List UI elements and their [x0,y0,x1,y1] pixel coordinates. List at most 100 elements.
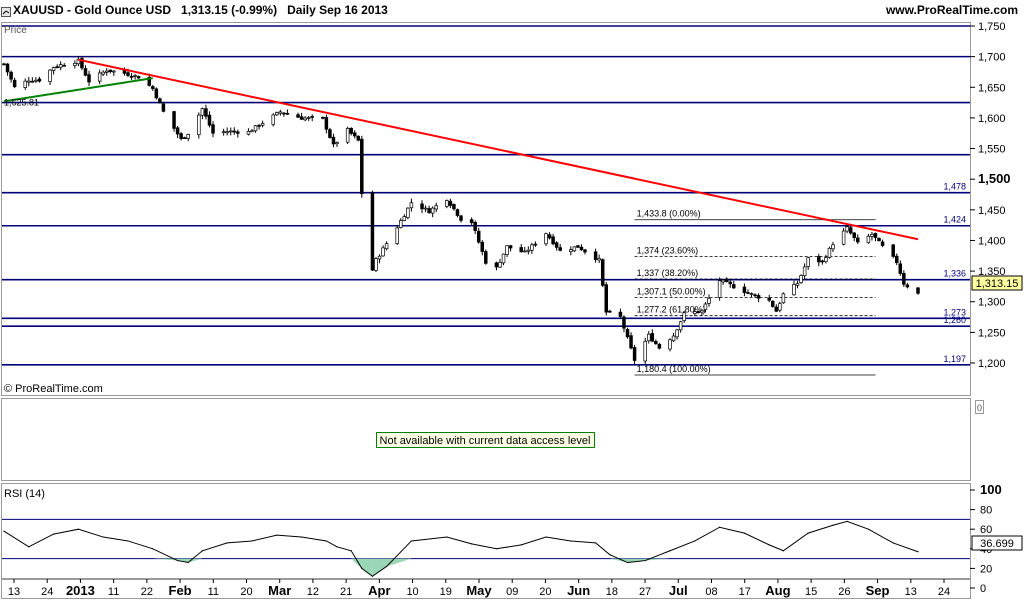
rsi-point [201,550,203,552]
candle-body [232,130,237,133]
candle-body [324,117,329,130]
rsi-point [471,543,473,545]
trendline-red [78,58,919,241]
rsi-point [669,550,671,552]
candle-body [151,86,155,89]
candle-body [104,70,109,73]
candle-body [746,292,750,294]
candle-body [62,64,66,67]
x-tick-label: Feb [169,583,192,598]
fib-level-label: 1,307.1 (50.00%) [637,286,706,296]
rsi-point [371,575,374,577]
x-tick-label: 27 [639,586,651,598]
candle-body [579,246,584,251]
level-label: 1,424 [943,215,966,225]
candle-body [154,88,159,99]
x-tick-label: 11 [208,586,219,598]
x-tick-label: 2013 [66,583,95,598]
x-tick-label: Jun [567,583,590,598]
rsi-point [336,546,338,548]
rsi-y-tick-label: 80 [980,505,992,517]
candle-body [569,249,573,252]
rsi-point [917,551,919,553]
candle-body [271,114,275,125]
rsi-point [386,565,388,568]
level-label: 1,478 [943,182,966,192]
candle-body [211,124,215,134]
candle-body [161,103,166,112]
candle-body [802,266,807,276]
candle-body [434,205,438,210]
candle-body [774,306,779,312]
candle-body [101,71,105,75]
rsi-point [127,540,129,542]
candle-body [299,116,304,120]
candle-body [58,64,63,68]
candle-body [303,117,307,121]
candle-body [657,343,662,349]
price-panel [1,22,971,396]
trendline-green [3,77,153,103]
rsi-oversold-fill [645,558,671,561]
candle-body [905,284,910,288]
candle-body [73,63,77,66]
y-tick-label: 1,750 [978,21,1006,33]
candle-body [221,131,226,134]
rsi-point [807,532,809,534]
candle-body [51,67,56,71]
rsi-point [410,540,413,542]
x-tick-label: May [466,583,492,598]
candle-body [724,278,729,282]
candle-body [632,347,637,361]
candle-body [459,215,463,221]
candle-body [877,237,881,242]
candle-body [558,247,562,251]
candle-body [352,132,357,137]
level-label: 1,336 [943,269,966,279]
candle-body [296,114,300,118]
candle-body [852,232,856,239]
x-tick-label: 19 [440,586,452,598]
x-tick-label: Aug [765,583,790,598]
candle-body [551,236,555,245]
rsi-point [782,550,784,552]
candle-body [356,135,361,141]
candle-body [756,295,761,299]
candle-body [629,335,633,349]
candle-body [200,108,205,116]
rsi-y-tick-label: 0 [980,583,986,595]
candle-body [455,209,460,216]
rsi-point [609,554,611,556]
candle-body [767,297,771,301]
chart-header: XAUUSD - Gold Ounce USD 1,313.15 (-0.99%… [0,0,1024,22]
candle-body [246,131,251,135]
rsi-point [77,528,79,530]
x-tick-label: 20 [240,586,252,598]
rsi-point [520,544,522,546]
y-tick-label: 1,550 [978,144,1006,156]
x-tick-label: 17 [739,586,751,598]
candle-body [795,283,800,286]
rsi-point [187,561,189,564]
x-tick-label: 12 [307,586,319,598]
level-label: 1,197 [943,354,966,364]
candle-body [87,74,91,83]
candle-body [34,79,38,82]
x-tick-label: 08 [705,586,717,598]
candle-body [395,227,399,244]
candle-body [48,69,52,82]
rsi-oversold-fill [351,558,362,569]
rsi-point [226,542,228,544]
candle-body [406,207,410,218]
candle-body [345,128,350,143]
candle-body [707,298,711,304]
website-url[interactable]: www.ProRealTime.com [885,3,1018,17]
candle-body [824,257,828,262]
candle-body [898,263,903,274]
candle-body [377,255,382,260]
period-date: Daily Sep 16 2013 [287,3,388,17]
chart-menu-icon[interactable] [1,4,11,17]
x-tick-label: 21 [340,586,352,598]
current-price-tag [971,275,1023,291]
candle-body [608,310,612,313]
